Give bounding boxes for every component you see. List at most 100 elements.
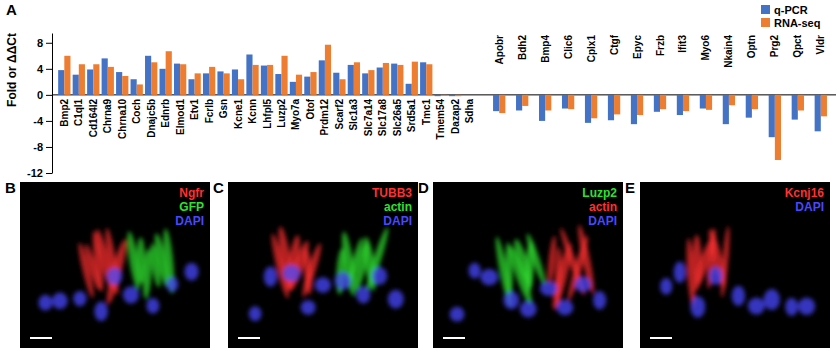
scale-bar <box>238 337 260 339</box>
image-panel <box>228 182 418 348</box>
nucleus <box>388 290 404 309</box>
legend: q-PCRRNA-seq <box>761 4 820 29</box>
category-label: Ctgf <box>609 34 620 55</box>
panel-label: D <box>418 179 429 196</box>
category-label: Frzb <box>655 35 666 56</box>
figure: A-12-8-4048Fold or ΔΔCtBmp2C1ql1Cd164l2C… <box>0 0 839 353</box>
image-content <box>249 226 404 321</box>
bar <box>310 72 316 95</box>
category-label: Etv1 <box>189 98 200 120</box>
image-background <box>640 182 830 348</box>
bar <box>267 65 273 95</box>
category-label: Cd164l2 <box>88 98 99 137</box>
category-label: Bmp2 <box>59 98 70 126</box>
bar <box>420 62 426 95</box>
tick-label: 4 <box>37 63 44 75</box>
nucleus <box>146 298 159 313</box>
bar <box>131 79 137 95</box>
bars <box>58 45 827 160</box>
bar <box>195 73 201 94</box>
category-label: Clic6 <box>563 35 574 59</box>
nucleus <box>123 286 139 303</box>
y-axis: -12-8-4048 <box>27 34 52 180</box>
bar <box>585 95 591 123</box>
tick: 0 <box>37 89 52 101</box>
category-label: Nkain4 <box>723 35 734 68</box>
bar <box>79 64 85 95</box>
bar <box>122 76 128 95</box>
nucleus <box>520 301 537 318</box>
nucleus <box>52 293 68 310</box>
tick-mark <box>46 69 52 70</box>
stain-label: Luzp2 <box>582 186 617 200</box>
bar <box>281 56 287 95</box>
y-axis-title: Fold or ΔΔCt <box>5 33 19 107</box>
tick-mark <box>46 95 52 96</box>
bar <box>58 70 64 95</box>
bar <box>516 95 522 111</box>
nucleus <box>690 296 705 318</box>
stain-signal <box>719 226 731 298</box>
bar <box>568 95 574 109</box>
nucleus <box>283 265 301 282</box>
legend-label: q-PCR <box>774 4 808 16</box>
bar <box>729 95 735 105</box>
image-panel <box>433 182 623 348</box>
nucleus <box>798 298 815 315</box>
tick-mark <box>46 147 52 148</box>
category-label: Ednrb <box>160 99 171 128</box>
category-label: Lhfpl5 <box>262 98 273 128</box>
nucleus <box>184 263 198 281</box>
bar <box>499 95 505 113</box>
bar <box>224 73 230 94</box>
category-label: Luzp2 <box>276 98 287 127</box>
category-label: Slc7a14 <box>363 98 374 136</box>
bar <box>333 73 339 95</box>
category-label: Fcrlb <box>204 99 215 123</box>
panel-label: B <box>5 179 16 196</box>
bar <box>539 95 545 121</box>
stain-label: GFP <box>179 200 204 214</box>
bar <box>304 77 310 95</box>
nucleus <box>94 302 108 322</box>
bar <box>441 94 447 96</box>
bar <box>792 95 798 120</box>
bar <box>706 95 712 110</box>
bar <box>87 69 93 94</box>
bar <box>545 95 551 111</box>
bar <box>637 95 643 115</box>
bar <box>217 71 223 94</box>
category-label: Cplx1 <box>586 35 597 63</box>
scale-bar <box>443 337 465 339</box>
stain-label: DAPI <box>383 214 412 228</box>
category-label: Ifit3 <box>677 35 688 53</box>
tick-label: -4 <box>33 115 44 127</box>
bar <box>319 60 325 95</box>
tick: -8 <box>33 141 52 153</box>
image-content <box>450 224 607 322</box>
image-background <box>433 182 623 348</box>
stain-label: TUBB3 <box>372 186 412 200</box>
category-label: Slc26a5 <box>392 98 403 136</box>
bar <box>188 79 194 95</box>
nucleus <box>503 291 519 309</box>
tick-mark <box>46 121 52 122</box>
stain-label: actin <box>589 200 617 214</box>
tick: -12 <box>27 167 52 179</box>
stain-label: DAPI <box>588 214 617 228</box>
bar <box>449 95 455 96</box>
bar <box>493 95 499 111</box>
bar <box>723 95 729 124</box>
image-panel <box>20 182 210 348</box>
category-label: Epyc <box>632 35 643 59</box>
tick-mark <box>46 173 52 174</box>
nucleus <box>264 267 277 287</box>
category-label: Myo7a <box>290 98 301 130</box>
bar <box>362 73 368 94</box>
bar <box>203 73 209 94</box>
bar <box>246 54 252 94</box>
nucleus <box>480 269 498 285</box>
stain-signal <box>364 226 392 292</box>
category-label: Otof <box>305 98 316 119</box>
bar <box>654 95 660 112</box>
